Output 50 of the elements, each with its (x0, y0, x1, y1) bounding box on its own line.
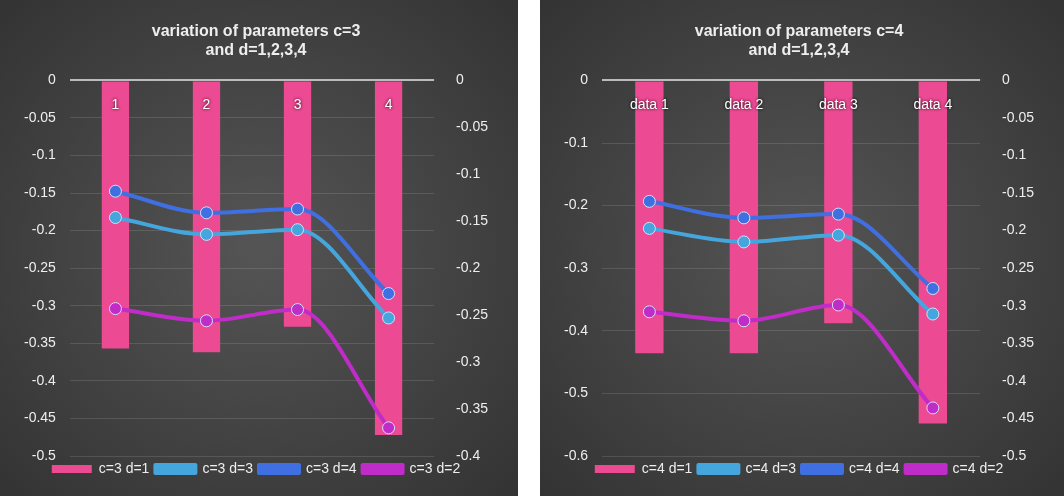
x-tick-label: 4 (384, 96, 393, 113)
y-tick-label: -0.3 (564, 259, 589, 276)
y-tick-label: -0.4 (31, 371, 57, 388)
legend-label: c=4 d=1 (641, 459, 693, 476)
legend-label: c=3 d=3 (202, 459, 254, 476)
x-tick-label: 1 (111, 96, 120, 113)
chart-title: variation of parameters c=4 and d=1,2,3,4 (694, 22, 904, 59)
y2-tick-label: -0.5 (1002, 446, 1027, 463)
y2-tick-label: -0.1 (1002, 146, 1027, 163)
y-tick-label: -0.1 (31, 146, 57, 163)
y2-tick-label: -0.05 (1002, 108, 1035, 125)
y2-tick-label: -0.2 (456, 259, 481, 276)
y2-tick-label: 0 (1002, 71, 1011, 88)
y-tick-label: -0.4 (564, 321, 589, 338)
y-tick-label: -0.35 (23, 334, 57, 351)
legend-label: c=3 d=1 (98, 459, 150, 476)
y2-tick-label: -0.1 (456, 165, 481, 182)
y-tick-label: -0.3 (31, 296, 57, 313)
y-tick-label: -0.6 (564, 446, 589, 463)
y2-tick-label: -0.45 (1002, 409, 1035, 426)
y-tick-label: -0.2 (31, 221, 57, 238)
legend-label: c=4 d=3 (745, 459, 797, 476)
y2-tick-label: -0.2 (1002, 221, 1027, 238)
legend-label: c=4 d=2 (952, 459, 1004, 476)
y2-tick-label: -0.15 (456, 212, 489, 229)
chart-title: variation of parameters c=3 and d=1,2,3,4 (151, 22, 361, 59)
y2-tick-label: -0.3 (1002, 296, 1027, 313)
y2-tick-label: -0.4 (1002, 371, 1027, 388)
y2-tick-label: -0.3 (456, 352, 481, 369)
y-tick-label: -0.25 (23, 259, 57, 276)
y-tick-label: -0.45 (23, 409, 57, 426)
y-tick-label: -0.1 (564, 133, 589, 150)
y2-tick-label: -0.25 (1002, 259, 1035, 276)
legend-label: c=3 d=4 (306, 459, 357, 476)
y-tick-label: -0.05 (23, 108, 57, 125)
x-tick-label: 2 (202, 96, 211, 113)
y-tick-label: 0 (48, 71, 57, 88)
y-tick-label: -0.2 (564, 196, 589, 213)
y2-tick-label: -0.05 (456, 118, 489, 135)
y-tick-label: -0.5 (564, 384, 589, 401)
y2-tick-label: -0.15 (1002, 183, 1035, 200)
legend-label: c=4 d=4 (849, 459, 900, 476)
y2-tick-label: -0.25 (456, 306, 489, 323)
y-tick-label: 0 (580, 71, 589, 88)
y2-tick-label: -0.35 (1002, 334, 1035, 351)
y2-tick-label: -0.35 (456, 399, 489, 416)
y-tick-label: -0.5 (31, 446, 57, 463)
x-tick-label: 3 (293, 96, 302, 113)
y-tick-label: -0.15 (23, 183, 57, 200)
y2-tick-label: 0 (456, 71, 465, 88)
